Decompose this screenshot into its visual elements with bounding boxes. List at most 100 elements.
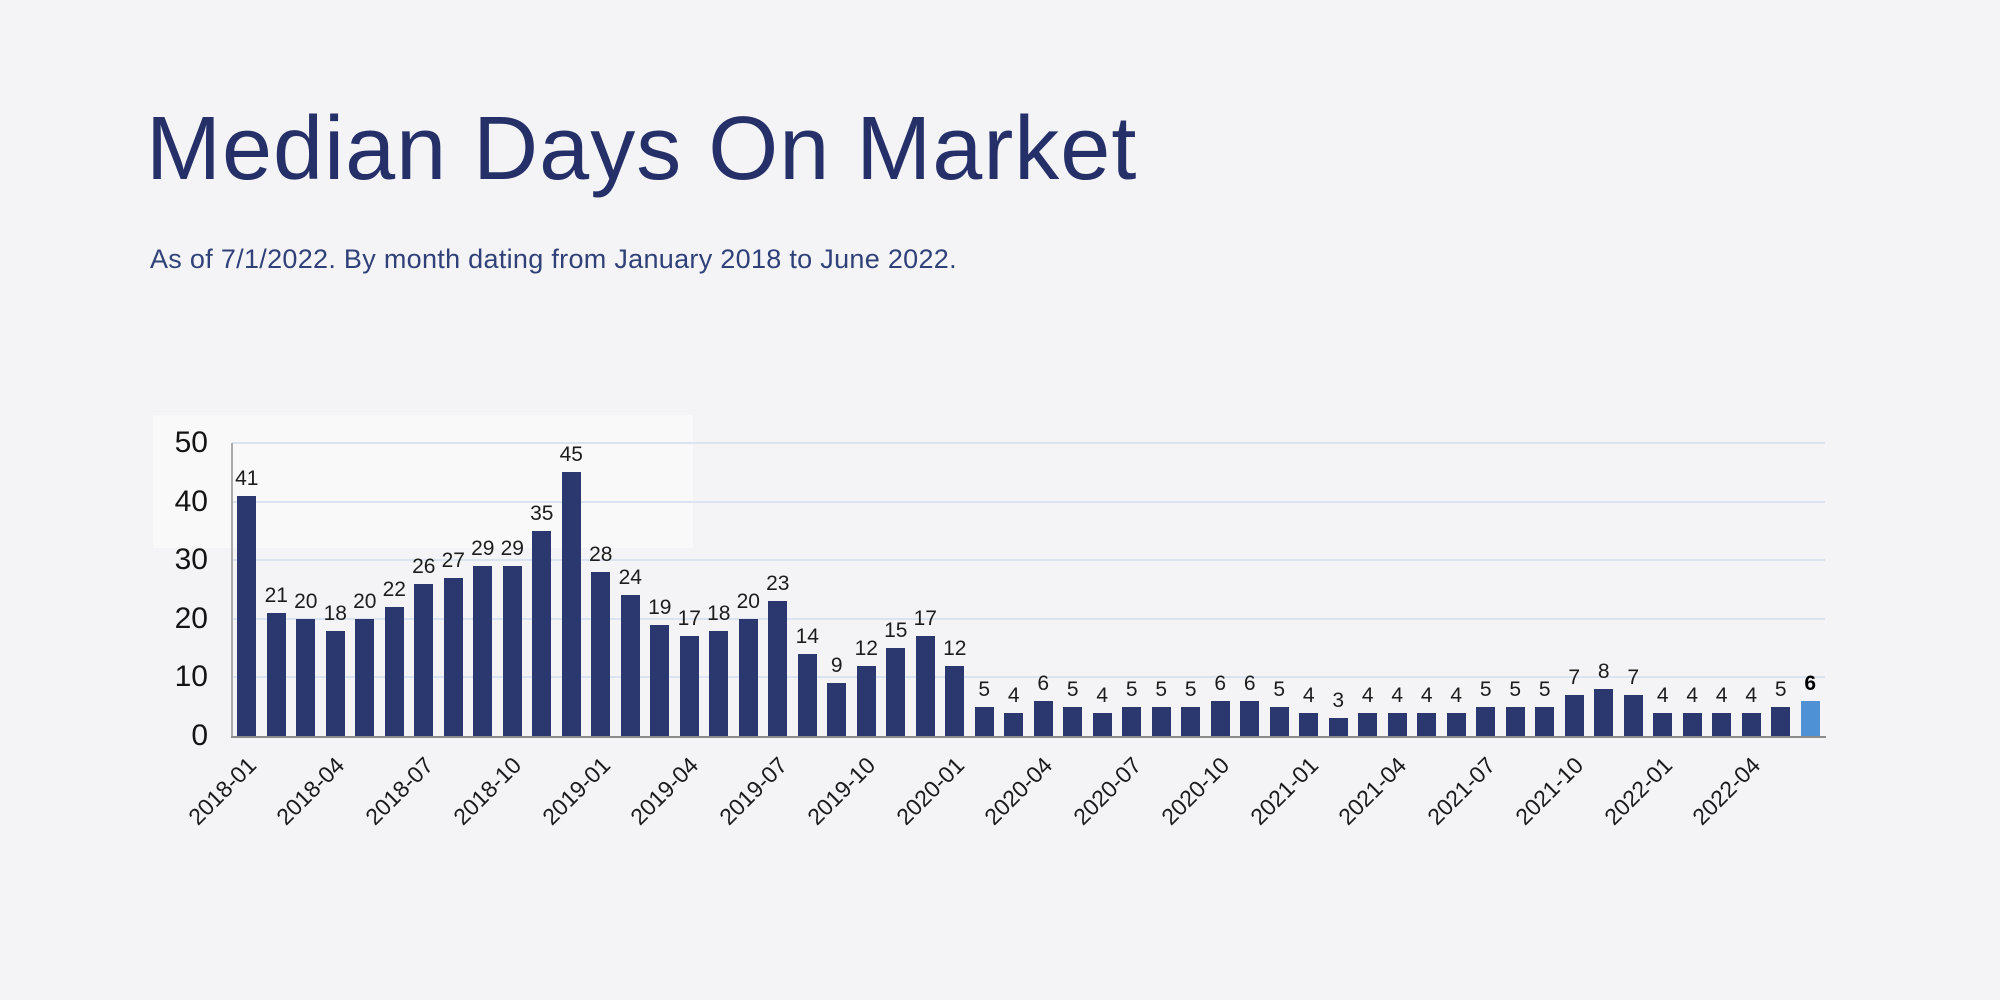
bar-value-label: 20 <box>353 589 377 613</box>
bar-value-label: 3 <box>1332 689 1345 713</box>
bar <box>1358 712 1378 736</box>
bar <box>1623 694 1643 736</box>
bar-value-label: 5 <box>1479 677 1492 701</box>
bar-value-label: 21 <box>264 583 288 607</box>
chart-subtitle: As of 7/1/2022. By month dating from Jan… <box>150 244 957 274</box>
bar <box>1210 700 1230 736</box>
x-axis-tick-label: 2021-07 <box>1421 751 1500 830</box>
bar <box>473 566 493 736</box>
gridline <box>232 617 1825 620</box>
bar-value-label: 6 <box>1214 671 1227 695</box>
bar-value-label: 20 <box>736 589 760 613</box>
x-axis-tick-label: 2021-01 <box>1244 751 1323 830</box>
x-axis-tick-label: 2018-01 <box>182 751 261 830</box>
bar-value-label: 29 <box>500 537 524 561</box>
x-axis-tick-label: 2021-10 <box>1510 751 1589 830</box>
bar-value-label: 41 <box>235 466 259 490</box>
bar-value-label: 29 <box>471 537 495 561</box>
bar-value-label: 15 <box>884 619 908 643</box>
bar-value-label: 20 <box>294 589 318 613</box>
bar <box>1122 706 1142 736</box>
gridline <box>232 442 1825 444</box>
bar <box>532 530 552 736</box>
bar-value-label: 4 <box>1656 683 1669 707</box>
bar <box>502 566 522 736</box>
bar <box>325 630 345 736</box>
bar <box>355 618 375 736</box>
bar <box>650 624 670 736</box>
bar <box>384 607 404 736</box>
x-axis-tick-label: 2019-04 <box>625 751 704 830</box>
bar-value-label: 7 <box>1627 665 1640 689</box>
x-axis-tick-label: 2019-01 <box>536 751 615 830</box>
bar <box>1594 689 1614 736</box>
bar <box>620 595 640 736</box>
bar <box>591 571 611 736</box>
y-axis-tick-label: 50 <box>174 426 208 459</box>
bar-value-label: 45 <box>559 443 583 467</box>
bar <box>1800 700 1820 736</box>
bar <box>1535 706 1555 736</box>
bar-value-label: 8 <box>1597 660 1610 684</box>
x-axis-tick-label: 2022-04 <box>1687 751 1766 830</box>
gridline <box>232 500 1825 503</box>
bar-value-label: 17 <box>677 607 701 631</box>
bar <box>1004 712 1024 736</box>
x-axis-baseline <box>231 736 1826 738</box>
bar-value-label: 5 <box>1774 677 1787 701</box>
bar-value-label: 18 <box>323 601 347 625</box>
bar <box>709 630 729 736</box>
bar <box>1771 706 1791 736</box>
x-axis-tick-label: 2020-07 <box>1067 751 1146 830</box>
bar <box>1151 706 1171 736</box>
bar-value-label: 24 <box>618 566 642 590</box>
bar-value-label: 6 <box>1804 671 1817 695</box>
bar <box>1240 700 1260 736</box>
bar-value-label: 35 <box>530 501 554 525</box>
bar <box>1417 712 1437 736</box>
bar-value-label: 5 <box>1538 677 1551 701</box>
bar <box>1328 718 1348 736</box>
bar <box>1505 706 1525 736</box>
bar-value-label: 26 <box>412 554 436 578</box>
bar-value-label: 4 <box>1007 683 1020 707</box>
x-axis-tick-label: 2020-10 <box>1156 751 1235 830</box>
x-axis-tick-label: 2020-01 <box>890 751 969 830</box>
bar-value-label: 4 <box>1745 683 1758 707</box>
bar <box>738 618 758 736</box>
bar-value-label: 19 <box>648 595 672 619</box>
chart-title: Median Days On Market <box>146 99 1138 199</box>
y-axis-tick-label: 10 <box>174 660 208 694</box>
bar-value-label: 4 <box>1715 683 1728 707</box>
bar-value-label: 5 <box>1066 677 1079 701</box>
x-axis-tick-label: 2020-04 <box>979 751 1058 830</box>
bar <box>266 612 286 736</box>
bar-value-label: 9 <box>830 654 843 678</box>
bar-value-label: 4 <box>1302 683 1315 707</box>
bar-value-label: 28 <box>589 542 613 566</box>
bar <box>679 636 699 736</box>
bar-value-label: 4 <box>1096 683 1109 707</box>
bar <box>1741 712 1761 736</box>
bar-value-label: 7 <box>1568 665 1581 689</box>
bar <box>1712 712 1732 736</box>
y-axis-tick-label: 40 <box>174 484 208 518</box>
bar <box>1564 694 1584 736</box>
bar <box>1682 712 1702 736</box>
bar <box>1269 706 1289 736</box>
bar <box>1181 706 1201 736</box>
bar-value-label: 5 <box>1509 677 1522 701</box>
bar-value-label: 4 <box>1391 683 1404 707</box>
bar-value-label: 4 <box>1420 683 1433 707</box>
bar-value-label: 27 <box>441 548 465 572</box>
x-axis-tick-label: 2022-01 <box>1598 751 1677 830</box>
bar <box>1092 712 1112 736</box>
bar <box>915 636 935 736</box>
y-axis-tick-label: 0 <box>191 719 208 752</box>
x-axis-tick-label: 2019-10 <box>802 751 881 830</box>
bar <box>797 653 817 736</box>
bar-value-label: 22 <box>382 578 406 602</box>
bar-value-label: 14 <box>795 624 819 648</box>
bar <box>1033 700 1053 736</box>
